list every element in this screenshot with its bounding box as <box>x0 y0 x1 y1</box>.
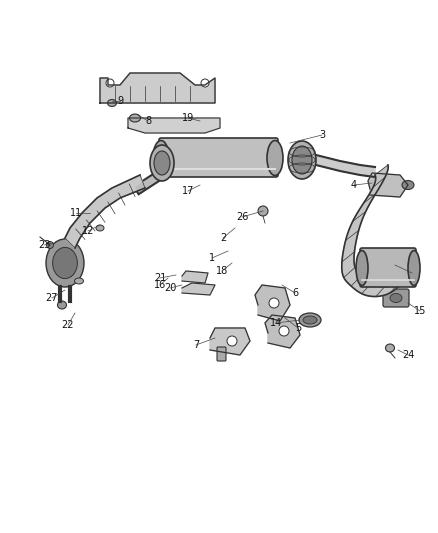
Text: 15: 15 <box>414 306 426 316</box>
Ellipse shape <box>303 316 317 324</box>
Circle shape <box>279 326 289 336</box>
Text: 6: 6 <box>292 288 298 298</box>
Circle shape <box>106 79 114 87</box>
Text: 23: 23 <box>38 240 50 250</box>
Text: 22: 22 <box>62 320 74 330</box>
Polygon shape <box>182 283 215 295</box>
Circle shape <box>227 336 237 346</box>
Text: 10: 10 <box>406 268 418 278</box>
Text: 19: 19 <box>182 113 194 123</box>
Ellipse shape <box>154 151 170 175</box>
Text: 1: 1 <box>209 253 215 263</box>
Text: 9: 9 <box>117 96 123 106</box>
Text: 4: 4 <box>351 180 357 190</box>
Ellipse shape <box>153 141 169 175</box>
Text: 3: 3 <box>319 130 325 140</box>
Ellipse shape <box>299 313 321 327</box>
Ellipse shape <box>356 251 368 286</box>
Text: 21: 21 <box>154 273 166 283</box>
Polygon shape <box>100 73 215 103</box>
Ellipse shape <box>46 239 84 287</box>
Text: 8: 8 <box>145 116 151 126</box>
Ellipse shape <box>258 206 268 216</box>
Polygon shape <box>255 285 290 321</box>
Polygon shape <box>210 328 250 355</box>
Ellipse shape <box>402 181 414 190</box>
Text: 7: 7 <box>193 340 199 350</box>
Text: 18: 18 <box>216 266 228 276</box>
Ellipse shape <box>408 251 420 286</box>
Text: 24: 24 <box>402 350 414 360</box>
Ellipse shape <box>292 146 312 174</box>
Ellipse shape <box>150 145 174 181</box>
Polygon shape <box>128 118 220 133</box>
Ellipse shape <box>46 241 53 248</box>
Text: 14: 14 <box>270 318 282 328</box>
Polygon shape <box>342 165 418 296</box>
Text: 26: 26 <box>236 212 248 222</box>
Polygon shape <box>368 173 408 197</box>
Text: 16: 16 <box>154 280 166 290</box>
Polygon shape <box>65 175 145 248</box>
FancyBboxPatch shape <box>383 289 409 307</box>
Text: 2: 2 <box>220 233 226 243</box>
FancyBboxPatch shape <box>159 138 278 177</box>
Ellipse shape <box>96 225 104 231</box>
Polygon shape <box>265 315 300 348</box>
Ellipse shape <box>53 247 78 279</box>
Ellipse shape <box>288 141 316 179</box>
Ellipse shape <box>84 212 92 218</box>
Ellipse shape <box>385 344 395 352</box>
Ellipse shape <box>107 100 117 107</box>
Text: 12: 12 <box>82 226 94 236</box>
Circle shape <box>201 79 209 87</box>
Text: 20: 20 <box>164 283 176 293</box>
Ellipse shape <box>74 278 84 284</box>
FancyBboxPatch shape <box>360 248 416 287</box>
Text: 11: 11 <box>70 208 82 218</box>
Text: 17: 17 <box>182 186 194 196</box>
Ellipse shape <box>390 294 402 303</box>
Polygon shape <box>182 271 208 283</box>
Polygon shape <box>316 155 375 177</box>
Ellipse shape <box>267 141 283 175</box>
Ellipse shape <box>130 114 141 122</box>
Text: 27: 27 <box>46 293 58 303</box>
Text: 5: 5 <box>295 323 301 333</box>
FancyBboxPatch shape <box>217 347 226 361</box>
Circle shape <box>269 298 279 308</box>
Ellipse shape <box>57 301 67 309</box>
